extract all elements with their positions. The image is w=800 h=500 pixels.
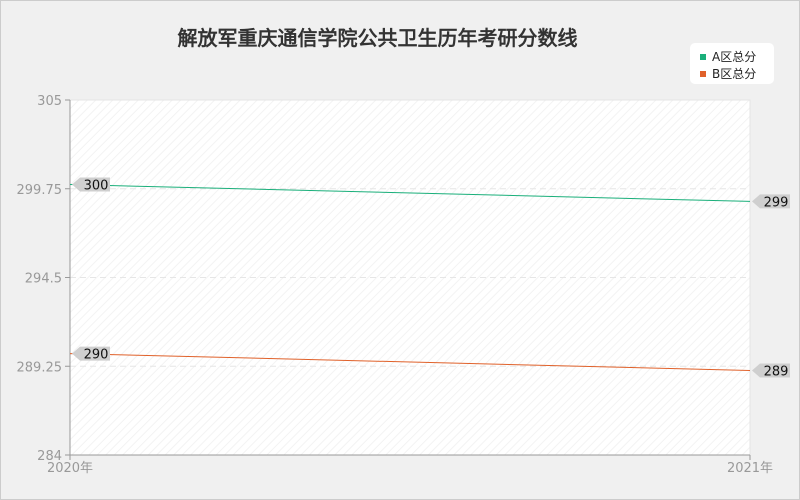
x-tick-label: 2021年 [727, 461, 773, 476]
data-label-bg [752, 194, 790, 209]
x-tick-label: 2020年 [47, 461, 93, 476]
legend-item-a[interactable]: A区总分 [700, 48, 756, 65]
y-tick-label: 284 [37, 449, 62, 464]
data-label-bg [752, 363, 790, 378]
series-line [69, 353, 751, 371]
data-label: 290 [84, 348, 109, 363]
legend-swatch [700, 53, 706, 60]
chart-title: 解放军重庆通信学院公共卫生历年考研分数线 [177, 26, 578, 50]
data-label: 289 [764, 364, 789, 379]
y-tick-label: 289.25 [17, 360, 63, 375]
data-label: 300 [84, 179, 109, 194]
data-label-bg [72, 346, 110, 361]
legend-label: B区总分 [712, 67, 757, 81]
data-label-bg [72, 177, 110, 192]
y-tick-label: 299.75 [17, 183, 63, 198]
y-tick-label: 305 [37, 94, 62, 109]
legend-item-b[interactable]: B区总分 [700, 65, 756, 82]
legend-swatch [700, 70, 706, 77]
data-label: 299 [764, 195, 789, 210]
y-tick-label: 294.5 [25, 272, 62, 287]
legend: A区总分 B区总分 [690, 43, 774, 84]
series-line [69, 184, 751, 202]
legend-label: A区总分 [712, 50, 757, 64]
